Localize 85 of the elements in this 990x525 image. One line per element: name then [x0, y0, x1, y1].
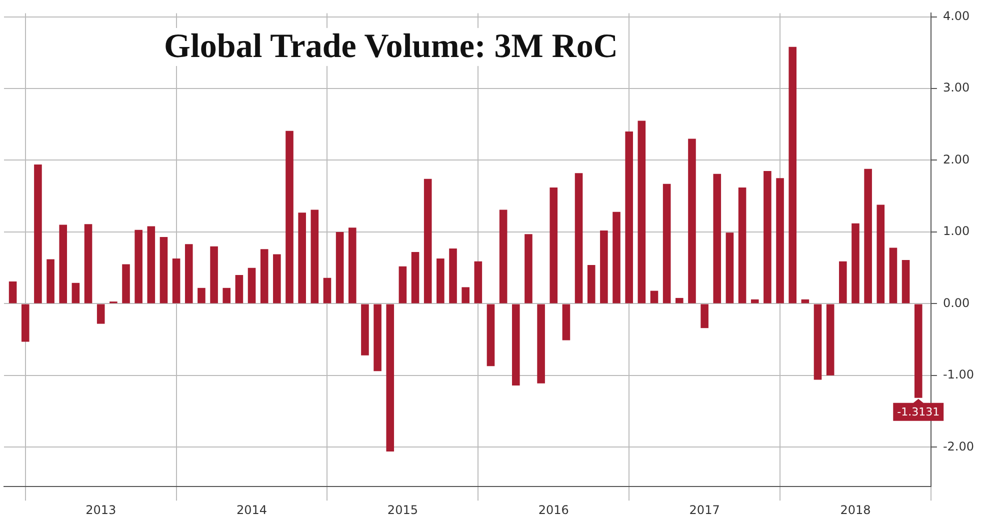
- bar: [612, 212, 620, 304]
- x-tick-label: 2018: [840, 502, 871, 517]
- bar: [361, 304, 369, 356]
- bar: [72, 282, 80, 304]
- x-tick-label: 2016: [538, 502, 569, 517]
- bar: [34, 164, 42, 304]
- bar: [386, 304, 394, 452]
- bar: [524, 234, 532, 304]
- bar: [713, 174, 722, 304]
- bar: [411, 252, 420, 304]
- bar: [348, 228, 356, 304]
- bar: [8, 281, 17, 304]
- bar: [147, 226, 156, 304]
- y-tick-label: 0.00: [942, 296, 970, 310]
- bar: [160, 236, 168, 304]
- bar: [600, 230, 608, 304]
- bar: [462, 287, 470, 304]
- bar: [172, 258, 180, 304]
- bar: [398, 266, 407, 304]
- bar: [826, 304, 834, 376]
- bar: [625, 132, 633, 304]
- bar: [474, 261, 482, 304]
- bar: [260, 249, 268, 304]
- bar: [198, 288, 206, 304]
- bar: [336, 232, 344, 304]
- bar: [750, 299, 759, 304]
- y-tick-label: -1.00: [942, 368, 974, 382]
- bar: [776, 178, 784, 304]
- bar: [184, 244, 193, 304]
- x-tick-label: 2013: [86, 502, 116, 517]
- bar: [210, 246, 218, 304]
- bar: [574, 173, 583, 304]
- y-tick-label: -2.00: [942, 439, 974, 454]
- bar: [587, 264, 596, 304]
- bar: [676, 298, 684, 304]
- data-label: -1.3131: [897, 406, 940, 419]
- y-tick-label: 2.00: [942, 152, 970, 166]
- bar: [537, 304, 545, 384]
- bar: [46, 259, 54, 304]
- y-tick-label: 1.00: [942, 224, 970, 238]
- y-tick-label: 4.00: [942, 8, 970, 23]
- bar: [374, 304, 382, 372]
- bar: [550, 188, 558, 304]
- bar: [323, 278, 332, 304]
- bar: [814, 304, 822, 380]
- bar: [222, 288, 231, 304]
- bar: [235, 275, 244, 304]
- bar: [122, 264, 130, 304]
- bar: [134, 230, 142, 304]
- bar: [298, 212, 306, 304]
- bar: [688, 138, 696, 304]
- bar: [864, 168, 872, 304]
- bar: [449, 248, 457, 304]
- x-tick-label: 2014: [236, 502, 268, 517]
- y-tick-label: 3.00: [942, 80, 970, 95]
- bar: [310, 210, 319, 304]
- bar: [738, 188, 746, 304]
- bar: [248, 268, 256, 304]
- chart-title: Global Trade Volume: 3M RoC: [160, 28, 622, 66]
- bar: [486, 304, 495, 366]
- bar: [839, 261, 847, 304]
- bar: [273, 254, 281, 304]
- bar: [59, 224, 68, 304]
- bar: [424, 178, 432, 304]
- bar: [638, 120, 646, 304]
- bar: [499, 210, 508, 304]
- bar: [889, 248, 898, 304]
- bar: [852, 223, 860, 304]
- bar: [788, 46, 796, 304]
- bar: [21, 304, 30, 342]
- bar: [764, 171, 772, 304]
- bar: [876, 204, 885, 304]
- x-tick-label: 2015: [387, 502, 418, 517]
- bar: [84, 224, 92, 304]
- x-tick-label: 2017: [689, 502, 720, 517]
- bar: [286, 130, 294, 304]
- bar: [662, 184, 671, 304]
- bar: [562, 304, 570, 340]
- bar: [650, 290, 658, 304]
- bar: [96, 304, 105, 324]
- bar: [512, 304, 520, 386]
- bar: [902, 260, 910, 304]
- bar: [436, 258, 444, 304]
- bar: [726, 232, 734, 304]
- bar: [700, 304, 708, 328]
